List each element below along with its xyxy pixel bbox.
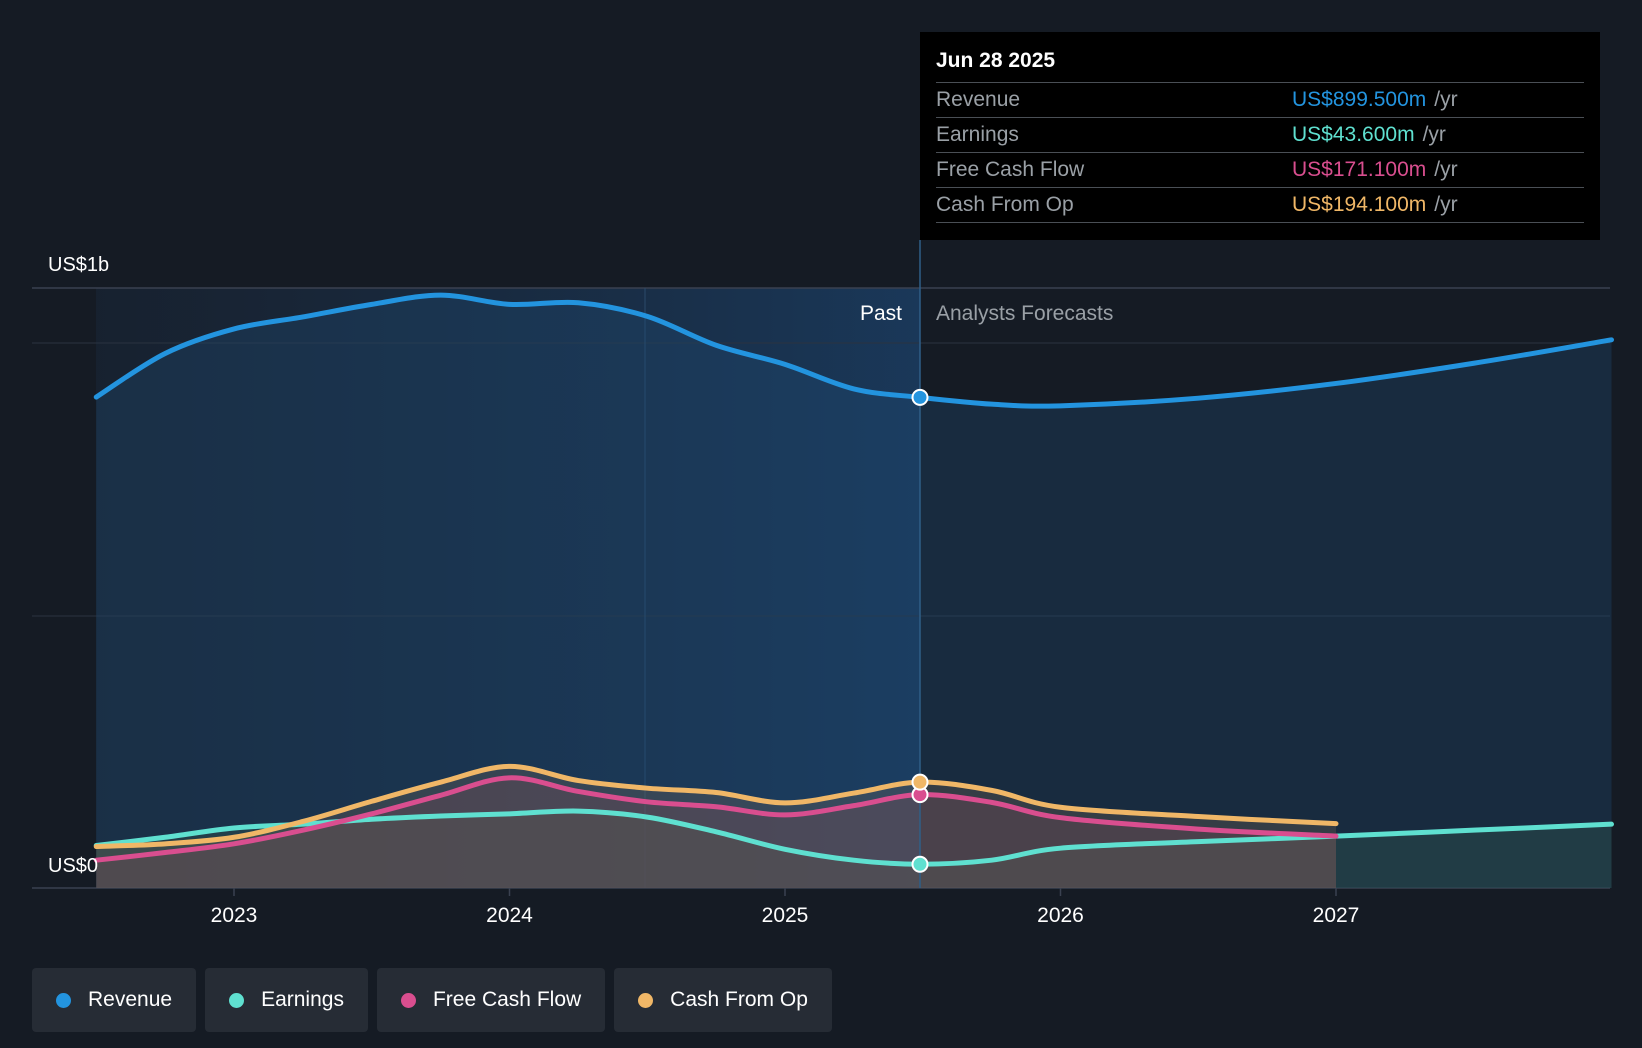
tooltip-value: US$43.600m	[1292, 123, 1415, 146]
x-tick-label: 2025	[762, 904, 809, 927]
tooltip-value: US$899.500m	[1292, 88, 1427, 111]
cash-from-op-marker	[911, 773, 929, 791]
tooltip-label: Free Cash Flow	[936, 158, 1085, 181]
earnings-line	[93, 808, 1614, 867]
past-region-shade	[96, 288, 920, 888]
tooltip-row-cash-from-op: Cash From Op US$194.100m /yr	[936, 187, 1584, 223]
tooltip: Jun 28 2025 Revenue US$899.500m /yr Earn…	[920, 32, 1600, 240]
earnings-area	[96, 811, 1612, 888]
tooltip-row-free-cash-flow: Free Cash Flow US$171.100m /yr	[936, 152, 1584, 187]
legend-label: Revenue	[88, 988, 173, 1011]
tooltip-label: Earnings	[936, 123, 1019, 146]
legend-label: Earnings	[261, 988, 344, 1011]
revenue-area	[96, 295, 1612, 888]
tooltip-label: Revenue	[936, 88, 1021, 111]
legend-label: Cash From Op	[670, 988, 808, 1011]
analysts-forecasts-label: Analysts Forecasts	[936, 302, 1113, 325]
free-cash-flow-line	[93, 775, 1339, 863]
y-axis-bottom-label: US$0	[48, 855, 98, 877]
legend-item-free-cash-flow[interactable]: Free Cash Flow	[376, 968, 606, 1032]
legend-item-cash-from-op[interactable]: Cash From Op	[614, 968, 832, 1032]
revenue-marker	[911, 388, 929, 406]
tooltip-unit: /yr	[1422, 123, 1446, 146]
legend: Revenue Earnings Free Cash Flow Cash Fro…	[32, 968, 832, 1032]
tooltip-value: US$171.100m	[1292, 158, 1427, 181]
cash-from-op-line	[93, 763, 1339, 850]
x-tick-label: 2026	[1037, 904, 1084, 927]
tooltip-unit: /yr	[1434, 88, 1458, 111]
legend-label: Free Cash Flow	[432, 988, 582, 1011]
tooltip-row-revenue: Revenue US$899.500m /yr	[936, 82, 1584, 117]
tooltip-label: Cash From Op	[936, 193, 1074, 216]
earnings-dot-icon	[229, 992, 245, 1008]
x-tick-label: 2024	[486, 904, 533, 927]
tooltip-row-earnings: Earnings US$43.600m /yr	[936, 117, 1584, 152]
cash-from-op-dot-icon	[638, 992, 654, 1008]
free-cash-flow-dot-icon	[400, 992, 416, 1008]
legend-item-earnings[interactable]: Earnings	[205, 968, 368, 1032]
x-tick-label: 2027	[1313, 904, 1360, 927]
past-label: Past	[860, 302, 902, 325]
cash-from-op-area	[96, 766, 1336, 888]
tooltip-date: Jun 28 2025	[936, 49, 1056, 72]
earnings-marker	[911, 855, 929, 873]
x-tick-label: 2023	[211, 904, 258, 927]
legend-item-revenue[interactable]: Revenue	[32, 968, 197, 1032]
tooltip-value: US$194.100m	[1292, 193, 1427, 216]
tooltip-unit: /yr	[1434, 193, 1458, 216]
revenue-dot-icon	[56, 992, 71, 1008]
revenue-line	[93, 292, 1614, 409]
tooltip-unit: /yr	[1434, 158, 1458, 181]
y-axis-top-label: US$1b	[48, 254, 109, 276]
